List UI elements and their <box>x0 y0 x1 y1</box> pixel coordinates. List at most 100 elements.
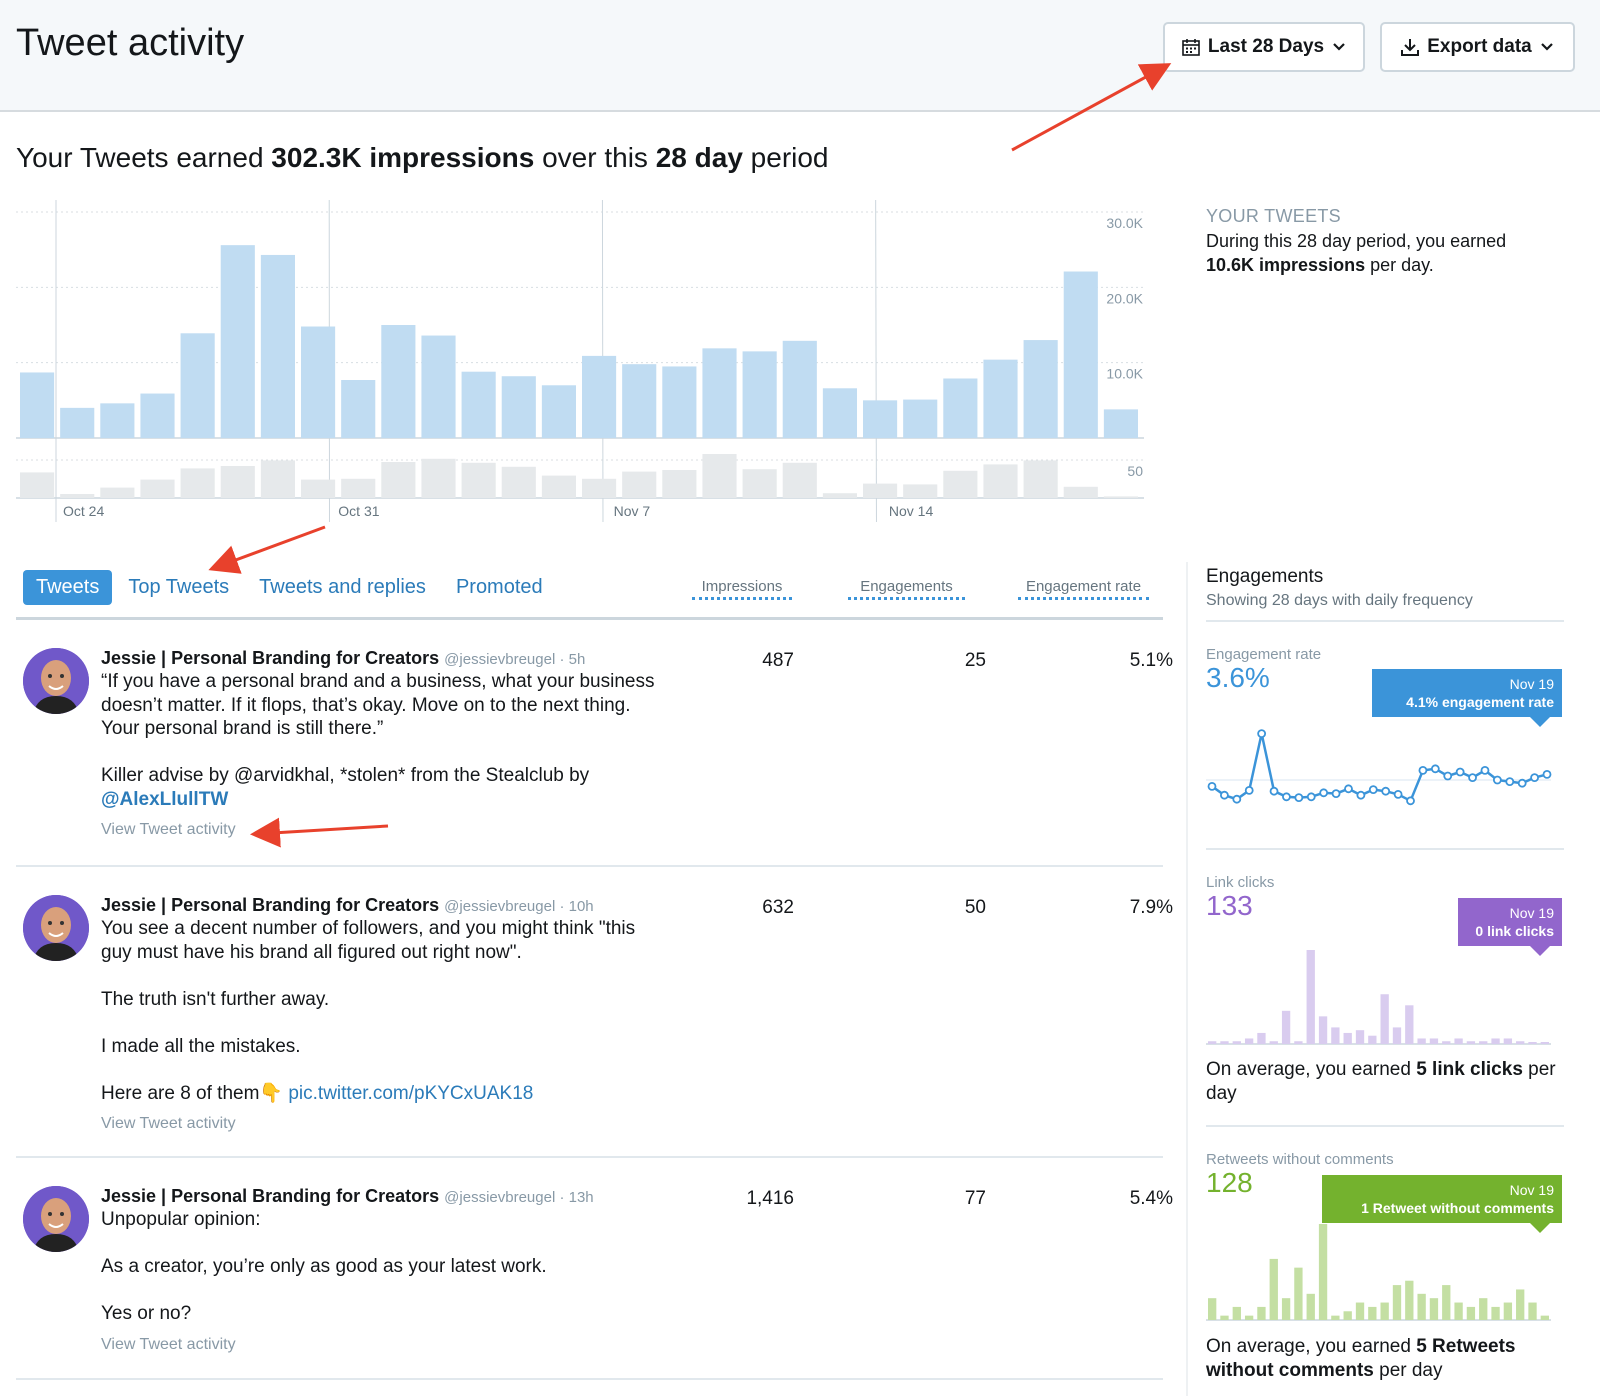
mini-bar <box>1294 1041 1303 1044</box>
tab-promoted[interactable]: Promoted <box>455 576 543 598</box>
mini-bar <box>1491 1038 1500 1044</box>
engagement-rate-point <box>1468 773 1477 782</box>
mini-bar <box>1516 1041 1525 1044</box>
tweet-meta[interactable]: @jessievbreugel · 5h <box>444 651 586 668</box>
view-tweet-activity-link[interactable]: View Tweet activity <box>101 821 236 838</box>
tab-tweets[interactable]: Tweets <box>23 570 113 605</box>
mini-bar <box>1208 1041 1217 1044</box>
engagements-bar <box>341 478 376 498</box>
date-range-button[interactable]: Last 28 Days <box>1163 22 1365 72</box>
tweet-body: Jessie | Personal Branding for Creators … <box>101 1186 661 1354</box>
tab-top-tweets[interactable]: Top Tweets <box>128 576 230 598</box>
link-clicks-label: Link clicks <box>1206 874 1275 891</box>
tweet-mention[interactable]: @AlexLlullTW <box>101 788 229 810</box>
engagements-bar <box>60 494 95 498</box>
engagements-subtitle: Showing 28 days with daily frequency <box>1206 592 1473 609</box>
engagement-rate-point <box>1207 782 1217 791</box>
impressions-bar <box>1103 409 1138 438</box>
column-engagement-rate[interactable]: Engagement rate <box>1018 578 1149 600</box>
tweet-meta[interactable]: @jessievbreugel · 10h <box>444 898 594 915</box>
engagements-bar <box>501 466 536 498</box>
tweet-author[interactable]: Jessie | Personal Branding for Creators <box>101 1186 440 1206</box>
your-tweets-bold: 10.6K impressions <box>1206 255 1366 275</box>
engagements-bar <box>180 468 215 498</box>
engagements-bar <box>1023 460 1058 498</box>
impressions-bar <box>702 348 737 438</box>
tweet-header: Jessie | Personal Branding for Creators … <box>101 1186 661 1207</box>
tweet-text-main: “If you have a personal brand and a busi… <box>101 671 655 786</box>
retweets-average: On average, you earned 5 Retweets withou… <box>1206 1335 1566 1382</box>
tweet-pic-link[interactable]: pic.twitter.com/pKYCxUAK18 <box>288 1082 534 1104</box>
avatar <box>23 895 89 961</box>
engagements-bar <box>260 460 295 498</box>
engagement-rate-point <box>1257 729 1267 738</box>
engagements-bar <box>622 471 657 498</box>
engagement-rate-point <box>1319 788 1329 798</box>
engagement-rate-point <box>1344 784 1353 794</box>
tweet-author[interactable]: Jessie | Personal Branding for Creators <box>101 648 440 668</box>
summary-impressions: 302.3K impressions <box>271 142 535 173</box>
mini-bar <box>1528 1042 1537 1044</box>
tweet-meta[interactable]: @jessievbreugel · 13h <box>444 1189 594 1206</box>
engagement-rate-tooltip: Nov 19 4.1% engagement rate <box>1372 669 1562 727</box>
engagements-bar <box>140 479 175 498</box>
engagement-rate-point <box>1282 792 1291 802</box>
tweet-author[interactable]: Jessie | Personal Branding for Creators <box>101 895 440 915</box>
tab-tweets-and-replies[interactable]: Tweets and replies <box>259 576 426 598</box>
chevron-down-icon <box>1540 43 1553 51</box>
mini-bar <box>1491 1306 1500 1320</box>
impressions-bar <box>903 399 938 438</box>
engagement-rate-point <box>1294 793 1304 802</box>
view-tweet-activity-link[interactable]: View Tweet activity <box>101 1335 236 1353</box>
export-data-button[interactable]: Export data <box>1380 22 1575 72</box>
engagements-bar <box>381 462 416 498</box>
mini-bar <box>1306 1293 1315 1320</box>
mini-bar <box>1417 1038 1426 1044</box>
calendar-icon <box>1182 39 1200 56</box>
impressions-bar <box>822 388 857 438</box>
column-engagements[interactable]: Engagements <box>848 578 965 600</box>
export-label: Export data <box>1427 36 1532 57</box>
engagement-rate-point <box>1269 786 1279 796</box>
engagement-rate-point <box>1220 790 1229 800</box>
mini-bar <box>1454 1302 1463 1320</box>
tooltip-date: Nov 19 <box>1509 676 1554 692</box>
engagements-bar <box>582 478 617 498</box>
mini-bar <box>1318 1016 1328 1044</box>
mini-bar <box>1331 1027 1340 1044</box>
column-impressions[interactable]: Impressions <box>692 578 792 600</box>
engagement-rate-point <box>1430 764 1440 774</box>
mini-bar <box>1429 1298 1439 1320</box>
link-clicks-value: 133 <box>1206 890 1253 921</box>
impressions-bar <box>341 379 376 438</box>
view-tweet-activity-link[interactable]: View Tweet activity <box>101 1115 236 1132</box>
engagements-header: Engagements Showing 28 days with daily f… <box>1206 566 1473 610</box>
impressions-summary: Your Tweets earned 302.3K impressions ov… <box>16 142 829 174</box>
impressions-bar <box>983 359 1018 438</box>
mini-bar <box>1392 1285 1402 1320</box>
engagement-rate-chart <box>1206 729 1552 806</box>
tooltip-date: Nov 19 <box>1509 905 1554 921</box>
y-tick-label: 10.0K <box>1106 366 1143 382</box>
engagement-rate-point <box>1381 786 1391 796</box>
engagements-bar <box>822 493 857 498</box>
impressions-bar <box>381 325 416 438</box>
mini-bar <box>1220 1315 1229 1320</box>
your-tweets-caption: YOUR TWEETS <box>1206 206 1341 226</box>
engagement-rate-point <box>1331 789 1341 798</box>
x-tick-label: Oct 31 <box>338 503 379 519</box>
impressions-bar <box>541 385 576 438</box>
impressions-bar <box>140 393 175 438</box>
tabs-divider <box>16 617 1163 620</box>
engagement-rate-point <box>1356 790 1366 800</box>
engagements-bar <box>1103 496 1138 498</box>
tweet-impressions: 632 <box>762 897 794 918</box>
mini-bar <box>1540 1042 1549 1044</box>
impressions-bar <box>622 364 657 438</box>
impressions-bar <box>220 245 255 438</box>
mini-bar <box>1343 1032 1352 1044</box>
arrow-to-top-tweets <box>208 525 326 574</box>
summary-suffix: period <box>742 142 829 173</box>
avg-bold: 5 Retweets without comments <box>1206 1336 1516 1381</box>
mini-bar <box>1442 1041 1451 1044</box>
